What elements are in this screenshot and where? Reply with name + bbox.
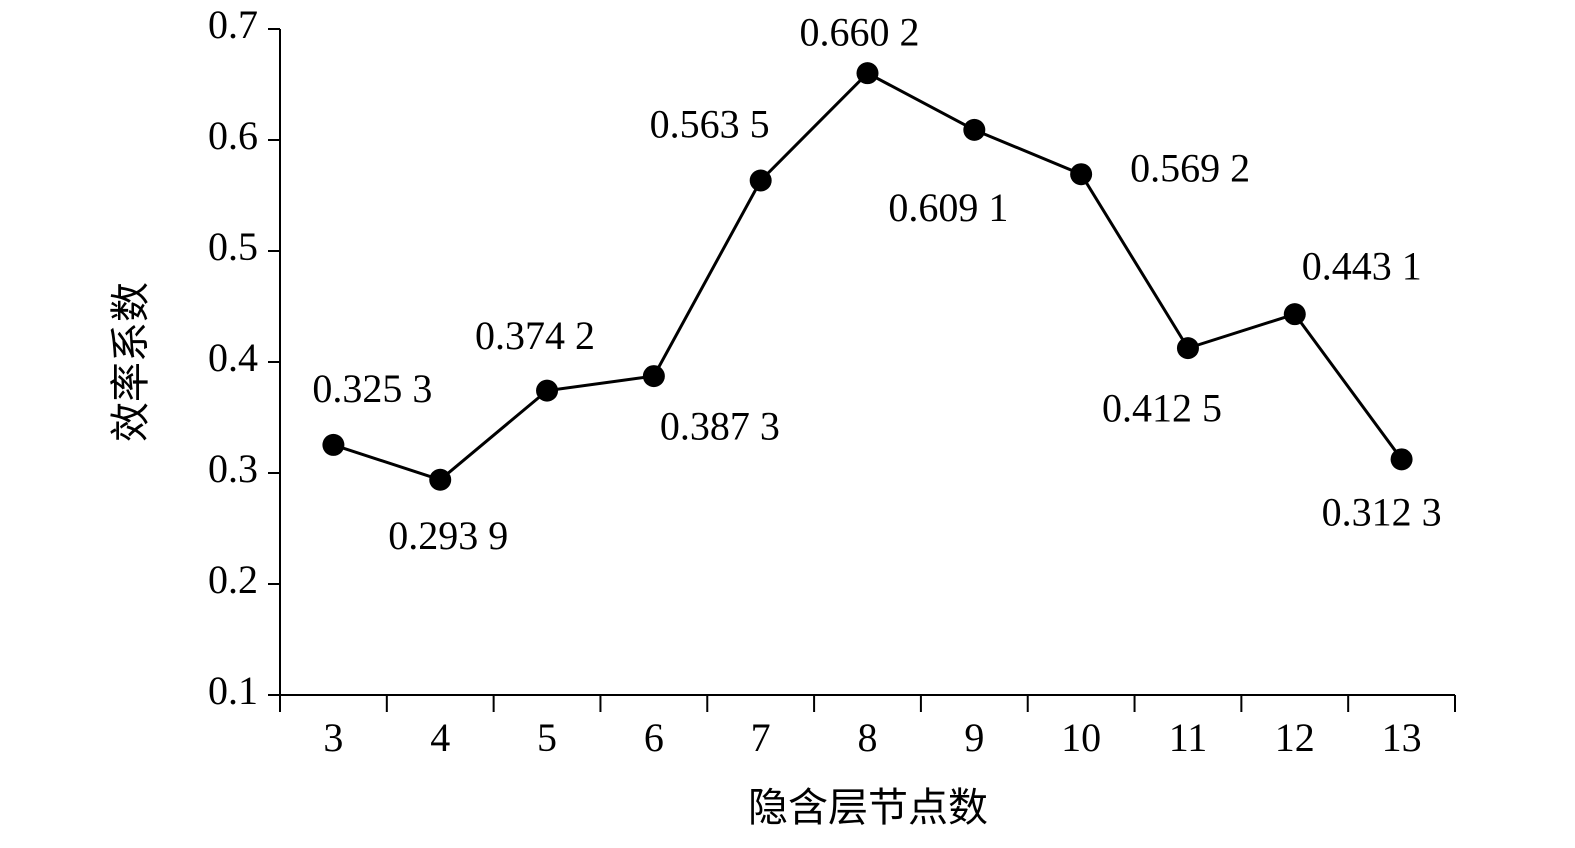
data-point: [1283, 303, 1306, 326]
x-tick-label: 10: [1061, 715, 1101, 760]
data-label: 0.660 2: [800, 9, 920, 54]
data-label: 0.293 9: [388, 513, 508, 558]
data-point: [536, 379, 559, 402]
data-label: 0.412 5: [1102, 385, 1222, 430]
data-point: [1390, 448, 1413, 471]
data-point: [429, 468, 452, 491]
data-point: [1176, 337, 1199, 360]
x-tick-label: 12: [1275, 715, 1315, 760]
data-point: [856, 62, 879, 85]
x-axis-title: 隐含层节点数: [748, 785, 988, 830]
x-tick-label: 4: [430, 715, 450, 760]
data-label: 0.609 1: [888, 185, 1008, 230]
y-tick-label: 0.1: [208, 668, 258, 713]
series-line: [332, 71, 1403, 482]
data-point: [642, 365, 665, 388]
data-point: [322, 433, 345, 456]
data-label: 0.569 2: [1130, 145, 1250, 190]
x-tick-label: 5: [537, 715, 557, 760]
data-label: 0.387 3: [660, 403, 780, 448]
data-label: 0.563 5: [650, 102, 770, 147]
data-point: [963, 118, 986, 141]
x-tick-label: 13: [1382, 715, 1422, 760]
y-axis-title: 效率系数: [108, 282, 153, 442]
x-tick-label: 6: [644, 715, 664, 760]
data-label: 0.312 3: [1322, 490, 1442, 535]
data-label: 0.325 3: [312, 366, 432, 411]
y-tick-label: 0.6: [208, 113, 258, 158]
y-tick-label: 0.3: [208, 446, 258, 491]
data-point: [1070, 163, 1093, 186]
y-tick-label: 0.4: [208, 335, 258, 380]
y-tick-label: 0.7: [208, 2, 258, 47]
data-label: 0.443 1: [1302, 243, 1422, 288]
x-tick-label: 3: [323, 715, 343, 760]
data-point: [749, 169, 772, 192]
x-tick-label: 7: [751, 715, 771, 760]
y-tick-label: 0.2: [208, 557, 258, 602]
x-tick-label: 8: [858, 715, 878, 760]
y-tick-label: 0.5: [208, 224, 258, 269]
data-label: 0.374 2: [475, 313, 595, 358]
x-tick-label: 11: [1169, 715, 1208, 760]
x-tick-label: 9: [964, 715, 984, 760]
